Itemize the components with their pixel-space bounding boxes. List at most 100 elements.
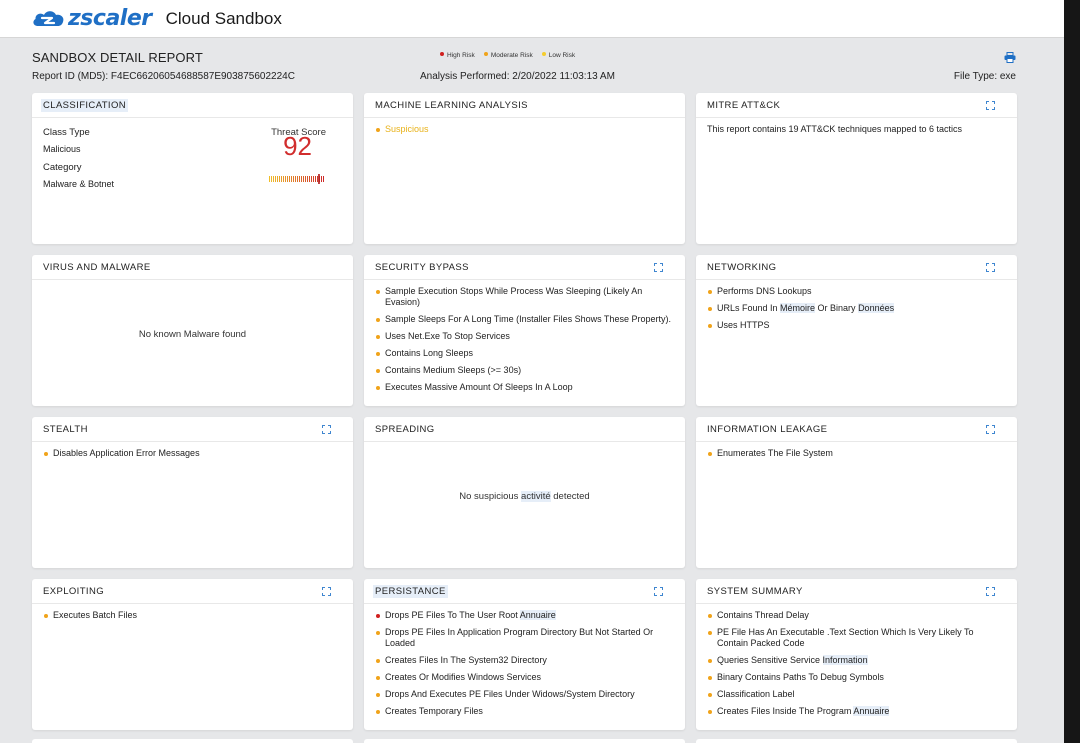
list-item: Contains Long Sleeps (375, 348, 674, 359)
card-next-row (364, 739, 685, 743)
card-title: SECURITY BYPASS (375, 261, 469, 273)
threat-score: 92 (283, 131, 312, 161)
list-item: Uses Net.Exe To Stop Services (375, 331, 674, 342)
zscaler-logo[interactable]: zscaler (32, 6, 152, 31)
meter-tick (321, 176, 322, 182)
list-item: Classification Label (707, 689, 1006, 700)
meter-tick (307, 176, 308, 182)
list-item: Enumerates The File System (707, 448, 1006, 459)
card-title: MACHINE LEARNING ANALYSIS (375, 99, 528, 111)
card-title: NETWORKING (707, 261, 777, 273)
brand-name: zscaler (68, 6, 152, 31)
card-networking: NETWORKING Performs DNS Lookups URLs Fou… (696, 255, 1017, 406)
class-type-value: Malicious (43, 144, 81, 154)
expand-icon[interactable] (322, 425, 331, 434)
card-stealth: STEALTH Disables Application Error Messa… (32, 417, 353, 568)
meter-tick (293, 176, 294, 182)
expand-icon[interactable] (986, 425, 995, 434)
list-item: Disables Application Error Messages (43, 448, 342, 459)
card-title: VIRUS AND MALWARE (43, 261, 151, 273)
card-title: MITRE ATT&CK (707, 99, 781, 111)
card-system-summary: SYSTEM SUMMARY Contains Thread Delay PE … (696, 579, 1017, 730)
meter-tick (301, 176, 302, 182)
meter-tick (283, 176, 284, 182)
meter-tick (299, 176, 300, 182)
expand-icon[interactable] (986, 263, 995, 272)
meter-tick (269, 176, 270, 182)
card-title: EXPLOITING (43, 585, 105, 597)
top-bar: zscaler Cloud Sandbox (0, 0, 1064, 38)
legend-moderate-risk: Moderate Risk (483, 52, 533, 59)
list-item: Queries Sensitive Service Information (707, 655, 1006, 666)
list-item: Creates Files Inside The Program Annuair… (707, 706, 1006, 717)
threat-score-label: Threat Score (271, 127, 326, 138)
list-item: Executes Batch Files (43, 610, 342, 621)
meter-tick (279, 176, 280, 182)
bypass-list-scroll[interactable]: Sample Execution Stops While Process Was… (364, 280, 685, 406)
meter-marker (318, 174, 320, 184)
zscaler-cloud-icon (33, 10, 64, 26)
card-persistance: PERSISTANCE Drops PE Files To The User R… (364, 579, 685, 730)
meter-tick (287, 176, 288, 182)
spreading-message: No suspicious activité detected (459, 491, 590, 502)
class-type-label: Class Type (43, 127, 90, 138)
file-type: File Type: exe (953, 71, 1016, 82)
meter-tick (315, 176, 316, 182)
meter-tick (317, 176, 318, 182)
virus-message: No known Malware found (138, 329, 247, 340)
list-item: Executes Massive Amount Of Sleeps In A L… (375, 382, 674, 393)
meter-tick (271, 176, 272, 182)
meter-tick (273, 176, 274, 182)
meter-tick (285, 176, 286, 182)
threat-score-meter (269, 174, 324, 184)
card-security-bypass: SECURITY BYPASS Sample Execution Stops W… (364, 255, 685, 406)
card-title: STEALTH (43, 423, 88, 435)
list-item: Drops PE Files To The User Root Annuaire (375, 610, 674, 621)
card-next-row (696, 739, 1017, 743)
list-item: Binary Contains Paths To Debug Symbols (707, 672, 1006, 683)
expand-icon[interactable] (654, 263, 663, 272)
list-item: Drops And Executes PE Files Under Widows… (375, 689, 674, 700)
ml-result: Suspicious (375, 124, 674, 135)
risk-legend: High Risk Moderate Risk Low Risk (440, 52, 575, 59)
expand-icon[interactable] (654, 587, 663, 596)
meter-tick (303, 176, 304, 182)
card-information-leakage: INFORMATION LEAKAGE Enumerates The File … (696, 417, 1017, 568)
list-item: URLs Found In Mémoire Or Binary Données (707, 303, 1006, 314)
list-item: Uses HTTPS (707, 320, 1006, 331)
app-title: Cloud Sandbox (165, 8, 282, 28)
card-classification: CLASSIFICATION Class Type Malicious Cate… (32, 93, 353, 244)
window-scrollbar[interactable] (1064, 0, 1080, 743)
list-item: Contains Thread Delay (707, 610, 1006, 621)
report-id: Report ID (MD5): F4EC66206054688587E9038… (32, 71, 295, 82)
meter-tick (305, 176, 306, 182)
legend-high-risk: High Risk (440, 52, 475, 59)
card-next-row (32, 739, 353, 743)
category-label: Category (43, 162, 82, 173)
printer-icon[interactable] (1004, 52, 1016, 63)
meter-tick (309, 176, 310, 182)
card-title: PERSISTANCE (373, 584, 448, 598)
list-item: Contains Medium Sleeps (>= 30s) (375, 365, 674, 376)
card-title: SYSTEM SUMMARY (707, 585, 803, 597)
card-virus-malware: VIRUS AND MALWARE No known Malware found (32, 255, 353, 406)
meter-tick (295, 176, 296, 182)
meter-tick (275, 176, 276, 182)
analysis-date: Analysis Performed: 2/20/2022 11:03:13 A… (420, 71, 615, 82)
meter-tick (323, 176, 324, 182)
expand-icon[interactable] (986, 587, 995, 596)
meter-tick (277, 176, 278, 182)
list-item: Creates Temporary Files (375, 706, 674, 717)
category-value: Malware & Botnet (43, 179, 115, 189)
list-item: Drops PE Files In Application Program Di… (375, 627, 674, 649)
list-item: Sample Sleeps For A Long Time (Installer… (375, 314, 674, 325)
list-item: PE File Has An Executable .Text Section … (707, 627, 1006, 649)
meter-tick (297, 176, 298, 182)
card-exploiting: EXPLOITING Executes Batch Files (32, 579, 353, 730)
card-title: INFORMATION LEAKAGE (707, 423, 828, 435)
card-spreading: SPREADING No suspicious activité detecte… (364, 417, 685, 568)
expand-icon[interactable] (322, 587, 331, 596)
meter-tick (311, 176, 312, 182)
expand-icon[interactable] (986, 101, 995, 110)
